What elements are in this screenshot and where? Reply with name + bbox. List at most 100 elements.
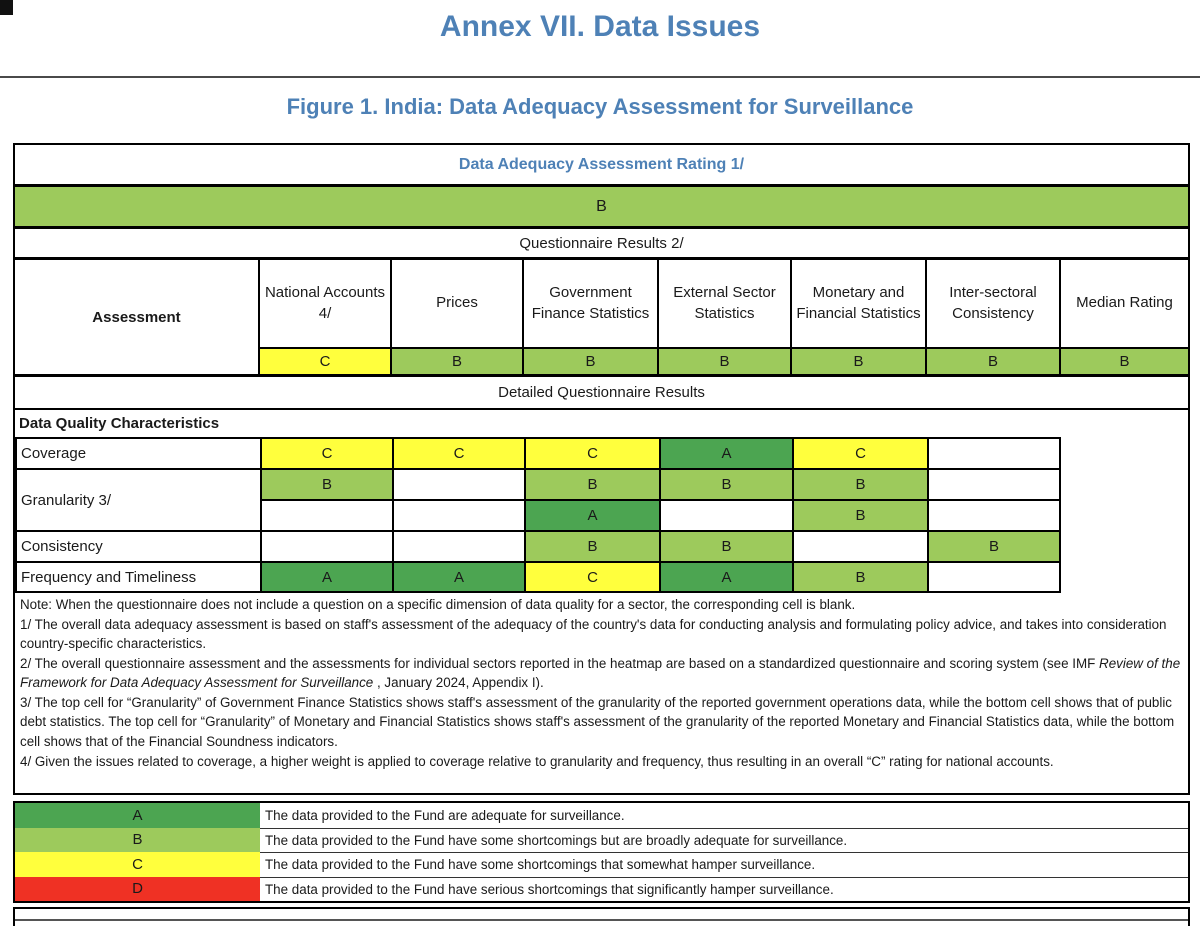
column-rating-cell: B xyxy=(659,349,790,374)
assessment-table: Data Adequacy Assessment Rating 1/ B Que… xyxy=(13,143,1190,795)
detail-cell: A xyxy=(526,501,661,530)
sector-header-row: Assessment National Accounts 4/ C Prices… xyxy=(15,260,1188,377)
detail-cell: A xyxy=(661,439,794,468)
detail-cell xyxy=(929,563,1059,591)
divider-line xyxy=(0,76,1200,78)
detail-cell xyxy=(929,501,1059,530)
row-label: Consistency xyxy=(17,532,262,561)
legend-description: The data provided to the Fund have serio… xyxy=(260,876,1188,902)
legend-grade-cell: C xyxy=(15,852,260,877)
column-prices: Prices B xyxy=(392,260,524,374)
detailed-results-header: Detailed Questionnaire Results xyxy=(15,377,1188,410)
notes-block: Note: When the questionnaire does not in… xyxy=(15,593,1188,793)
table-row: Consistency B B B xyxy=(17,532,1059,563)
detail-cell xyxy=(262,501,394,530)
detail-cell: B xyxy=(262,470,394,499)
row-label: Granularity 3/ xyxy=(17,470,262,530)
legend-description: The data provided to the Fund have some … xyxy=(260,827,1188,853)
footnote-1: 1/ The overall data adequacy assessment … xyxy=(20,616,1167,652)
assessment-header-cell: Assessment xyxy=(15,260,260,374)
column-rating-cell: B xyxy=(927,349,1059,374)
column-monetary-financial: Monetary and Financial Statistics B xyxy=(792,260,927,374)
note-line: Note: When the questionnaire does not in… xyxy=(20,597,856,612)
column-header: National Accounts 4/ xyxy=(260,260,390,349)
detail-cell xyxy=(394,501,526,530)
footnote-2-text: , January 2024, Appendix I). xyxy=(373,675,544,691)
column-header: External Sector Statistics xyxy=(659,260,790,349)
legend-row: C The data provided to the Fund have som… xyxy=(15,852,1188,877)
overall-rating-cell: B xyxy=(15,187,1188,229)
legend-grade-cell: A xyxy=(15,803,260,828)
column-median-rating: Median Rating B xyxy=(1061,260,1188,374)
detail-cell xyxy=(394,532,526,561)
detail-cell: A xyxy=(394,563,526,591)
detail-cell xyxy=(394,470,526,499)
column-rating-cell: B xyxy=(792,349,925,374)
footnote-2-citation: Review of the Framework for Data Adequac… xyxy=(20,655,1181,691)
column-header: Government Finance Statistics xyxy=(524,260,657,349)
row-label: Frequency and Timeliness xyxy=(17,563,262,591)
table-row: Frequency and Timeliness A A C A B xyxy=(17,563,1059,591)
partial-box-divider xyxy=(15,919,1188,921)
detail-cell: B xyxy=(661,470,794,499)
detail-cell: A xyxy=(661,563,794,591)
detail-cell xyxy=(929,439,1059,468)
detail-cell: B xyxy=(929,532,1059,561)
detail-cell: A xyxy=(262,563,394,591)
granularity-top-row: B B B B xyxy=(262,470,1059,501)
legend-row: B The data provided to the Fund have som… xyxy=(15,827,1188,853)
detail-cell: B xyxy=(526,532,661,561)
rating-legend: A The data provided to the Fund are adeq… xyxy=(13,801,1190,903)
detail-cell: C xyxy=(526,439,661,468)
overall-rating-header: Data Adequacy Assessment Rating 1/ xyxy=(15,145,1188,187)
table-row: Coverage C C C A C xyxy=(17,439,1059,470)
detail-cell xyxy=(262,532,394,561)
column-header: Median Rating xyxy=(1061,260,1188,349)
detailed-results-table: Coverage C C C A C Granularity 3/ B B B … xyxy=(15,437,1061,593)
detail-cell xyxy=(794,532,929,561)
column-intersectoral: Inter-sectoral Consistency B xyxy=(927,260,1061,374)
data-quality-characteristics-header: Data Quality Characteristics xyxy=(19,415,220,432)
detail-cell: B xyxy=(794,470,929,499)
column-rating-cell: C xyxy=(260,349,390,374)
detail-cell: C xyxy=(794,439,929,468)
granularity-subrows: B B B B A B xyxy=(262,470,1059,530)
figure-title: Figure 1. India: Data Adequacy Assessmen… xyxy=(286,94,914,119)
column-national-accounts: National Accounts 4/ C xyxy=(260,260,392,374)
detail-cell: B xyxy=(526,470,661,499)
legend-grade-cell: D xyxy=(15,876,260,901)
detail-cell: C xyxy=(394,439,526,468)
column-rating-cell: B xyxy=(1061,349,1188,374)
detail-cell xyxy=(661,501,794,530)
column-government-finance: Government Finance Statistics B xyxy=(524,260,659,374)
detail-cell xyxy=(929,470,1059,499)
legend-description: The data provided to the Fund are adequa… xyxy=(265,807,625,823)
footnote-4: 4/ Given the issues related to coverage,… xyxy=(20,753,1054,769)
column-header: Inter-sectoral Consistency xyxy=(927,260,1059,349)
questionnaire-results-header: Questionnaire Results 2/ xyxy=(15,229,1188,260)
corner-mark xyxy=(0,0,13,15)
detail-cell: B xyxy=(794,501,929,530)
detail-cell: C xyxy=(526,563,661,591)
legend-row: A The data provided to the Fund are adeq… xyxy=(15,803,1188,828)
detail-cell: B xyxy=(661,532,794,561)
table-row: Granularity 3/ B B B B A xyxy=(17,470,1059,532)
legend-grade-cell: B xyxy=(15,827,260,852)
footnote-3: 3/ The top cell for “Granularity” of Gov… xyxy=(20,694,1175,749)
column-rating-cell: B xyxy=(392,349,522,374)
column-header: Prices xyxy=(392,260,522,349)
legend-row: D The data provided to the Fund have ser… xyxy=(15,876,1188,902)
detail-cell: C xyxy=(262,439,394,468)
column-rating-cell: B xyxy=(524,349,657,374)
legend-description: The data provided to the Fund have some … xyxy=(260,852,1188,877)
next-section-partial-box xyxy=(13,907,1190,926)
footnote-2-text: 2/ The overall questionnaire assessment … xyxy=(20,655,1100,671)
page-title: Annex VII. Data Issues xyxy=(439,10,761,43)
footnote-2: 2/ The overall questionnaire assessment … xyxy=(20,654,1183,693)
granularity-bottom-row: A B xyxy=(262,501,1059,530)
column-header: Monetary and Financial Statistics xyxy=(792,260,925,349)
detail-cell: B xyxy=(794,563,929,591)
column-external-sector: External Sector Statistics B xyxy=(659,260,792,374)
row-label: Coverage xyxy=(17,439,262,468)
